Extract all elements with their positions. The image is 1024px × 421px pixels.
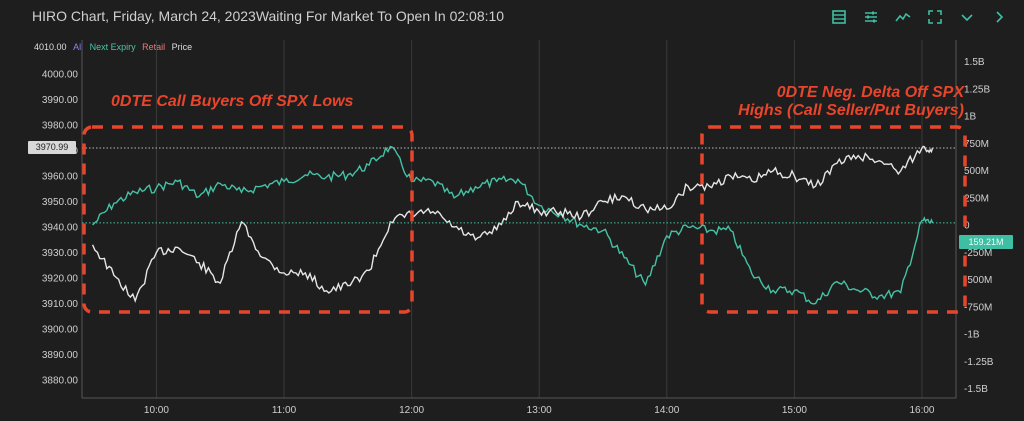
legend-all[interactable]: All	[73, 42, 84, 52]
left-tick-label: 3960.00	[42, 172, 79, 183]
left-tick-label: 3910.00	[42, 299, 79, 310]
table-icon[interactable]	[830, 8, 848, 26]
legend-price[interactable]: Price	[171, 42, 193, 52]
right-tick-label: 1.25B	[964, 84, 990, 95]
series-line-next-expiry	[92, 145, 934, 305]
hiro-last-tag: 159.21M	[959, 235, 1013, 249]
left-tick-label: 3880.00	[42, 376, 79, 387]
right-tick-label: 1.5B	[964, 57, 985, 68]
legend-top-value: 4010.00	[34, 42, 67, 52]
right-tick-label: -1.5B	[964, 384, 988, 395]
chart-legend: 4010.00 All Next Expiry Retail Price	[34, 42, 192, 52]
annotation-negative-delta: 0DTE Neg. Delta Off SPX Highs (Call Sell…	[709, 84, 964, 120]
annotation-box-right	[700, 125, 967, 314]
x-tick-label: 10:00	[144, 405, 169, 416]
right-tick-label: 750M	[964, 139, 989, 150]
chevron-right-icon[interactable]	[990, 8, 1008, 26]
right-tick-label: -250M	[964, 248, 992, 259]
legend-retail[interactable]: Retail	[142, 42, 166, 52]
x-tick-label: 13:00	[527, 405, 552, 416]
annotation-negative-delta-line2: Highs (Call Seller/Put Buyers)	[738, 102, 964, 119]
right-tick-label: -750M	[964, 302, 992, 313]
chart-title: HIRO Chart, Friday, March 24, 2023Waitin…	[32, 8, 504, 24]
x-tick-label: 12:00	[399, 405, 424, 416]
left-tick-label: 4000.00	[42, 70, 79, 81]
x-tick-label: 16:00	[909, 405, 934, 416]
left-tick-label: 3980.00	[42, 121, 79, 132]
sliders-icon[interactable]	[862, 8, 880, 26]
right-tick-label: 500M	[964, 166, 989, 177]
x-tick-label: 14:00	[654, 405, 679, 416]
chart-header: HIRO Chart, Friday, March 24, 2023Waitin…	[0, 0, 1024, 34]
annotation-call-buyers: 0DTE Call Buyers Off SPX Lows	[111, 93, 354, 110]
toolbar	[830, 8, 1008, 26]
annotation-negative-delta-line1: 0DTE Neg. Delta Off SPX	[776, 84, 964, 101]
left-tick-label: 3950.00	[42, 197, 79, 208]
right-tick-label: 250M	[964, 193, 989, 204]
market-status: Waiting For Market To Open In 02:08:10	[255, 8, 505, 24]
annotation-box-left	[82, 125, 414, 314]
left-tick-label: 3930.00	[42, 248, 79, 259]
right-tick-label: -1.25B	[964, 357, 994, 368]
right-tick-label: 0	[964, 221, 970, 232]
left-tick-label: 3920.00	[42, 274, 79, 285]
legend-next-expiry[interactable]: Next Expiry	[89, 42, 136, 52]
x-tick-label: 11:00	[272, 405, 297, 416]
left-tick-label: 3990.00	[42, 95, 79, 106]
price-last-tag: 3970.99	[28, 141, 76, 154]
x-tick-label: 15:00	[782, 405, 807, 416]
left-tick-label: 3900.00	[42, 325, 79, 336]
right-tick-label: -500M	[964, 275, 992, 286]
right-tick-label: -1B	[964, 330, 980, 341]
left-tick-label: 3890.00	[42, 350, 79, 361]
line-chart-icon[interactable]	[894, 8, 912, 26]
chevron-down-icon[interactable]	[958, 8, 976, 26]
fullscreen-icon[interactable]	[926, 8, 944, 26]
right-tick-label: 1B	[964, 112, 977, 123]
series-line-price	[91, 145, 934, 304]
left-tick-label: 3940.00	[42, 223, 79, 234]
chart-title-text: HIRO Chart, Friday, March 24, 2023	[32, 8, 256, 24]
